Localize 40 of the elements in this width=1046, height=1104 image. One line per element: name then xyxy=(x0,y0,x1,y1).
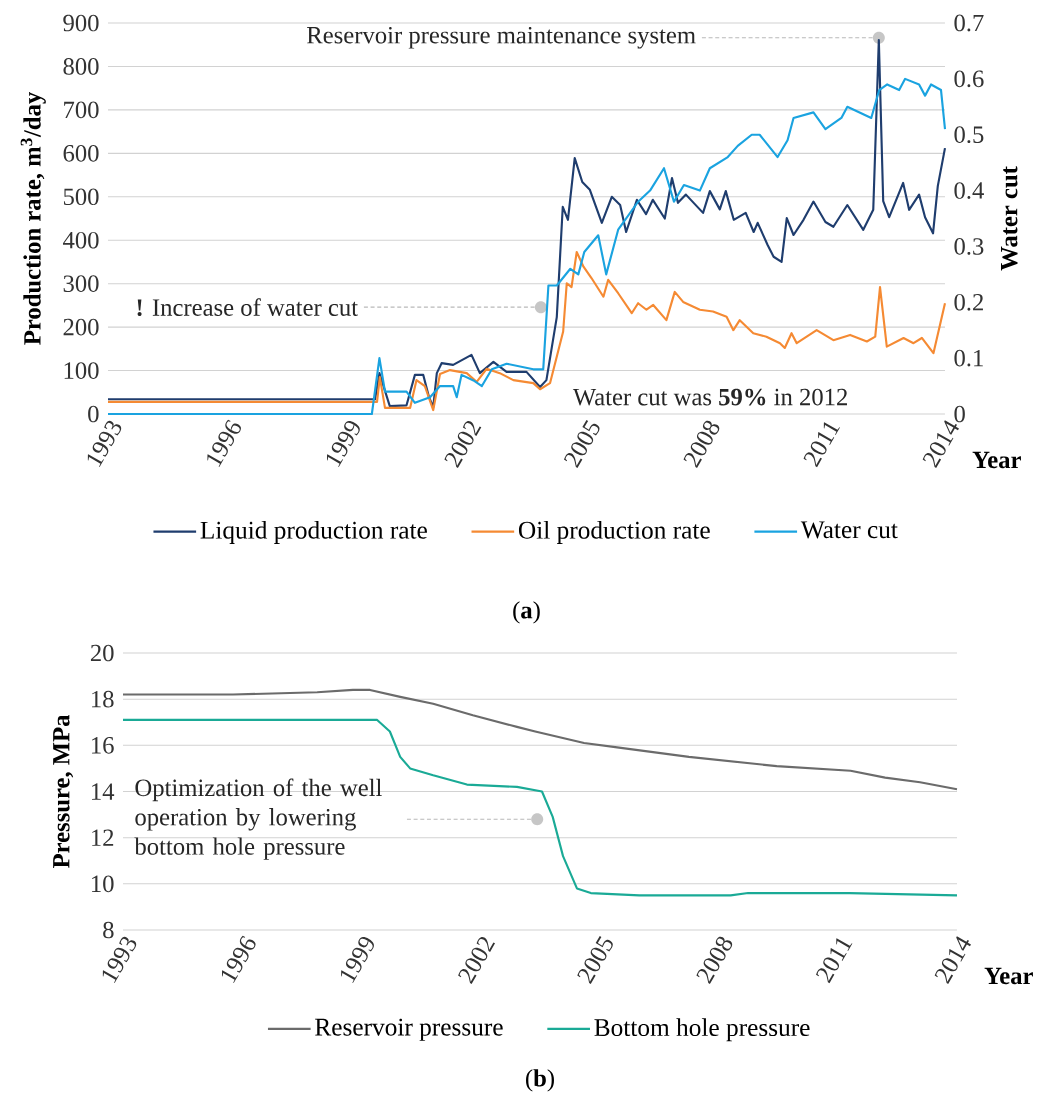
y2-axis-title: Water cut xyxy=(1001,166,1018,271)
legend-label: Reservoir pressure xyxy=(315,1018,503,1041)
y-axis-title: Pressure, MPa xyxy=(53,714,74,869)
y2-tick-label: 0.7 xyxy=(954,14,984,32)
annotation: Reservoir pressure maintenance system xyxy=(307,26,696,49)
y-tick-label: 10 xyxy=(92,875,114,893)
y2-tick-label: 0.3 xyxy=(954,238,984,255)
y-axis-title: Production rate, m$^{3}$/day xyxy=(20,92,46,345)
text: (b) xyxy=(526,1069,554,1092)
y2-tick-label: 0.2 xyxy=(954,293,983,311)
y-tick-label: 100 xyxy=(64,362,99,379)
y-tick-label: 12 xyxy=(92,829,114,846)
annotation: ! Increase of water cut xyxy=(137,298,358,316)
y-tick-label: 900 xyxy=(63,14,99,32)
line-series xyxy=(121,718,959,897)
y2-tick-label: 0.1 xyxy=(954,349,983,367)
legend-label: Water cut xyxy=(800,521,898,539)
line-series xyxy=(106,250,947,412)
legend-label: Oil production rate xyxy=(518,520,710,544)
x-axis-title: Year xyxy=(972,451,1021,469)
y-tick-label: 20 xyxy=(90,644,114,662)
y2-tick-label: 0.4 xyxy=(954,182,984,199)
y-tick-label: 18 xyxy=(92,690,114,708)
y-tick-label: 200 xyxy=(63,318,99,336)
y-tick-label: 800 xyxy=(63,58,99,75)
text: (a) xyxy=(513,601,540,624)
annotation: Water cut was 59% in 2012 xyxy=(572,388,847,406)
y2-tick-label: 0.6 xyxy=(954,70,984,88)
y-tick-label: 14 xyxy=(92,783,115,800)
legend-label: Bottom hole pressure xyxy=(594,1018,810,1042)
y-tick-label: 300 xyxy=(63,275,99,292)
y-tick-label: 16 xyxy=(92,737,114,754)
y-tick-label: 700 xyxy=(64,101,99,119)
y2-tick-label: 0.5 xyxy=(954,126,984,144)
y-tick-label: 400 xyxy=(62,231,99,249)
y-tick-label: 500 xyxy=(63,188,99,206)
annotation: Optimization of the well operation by lowering bottom hole pressure xyxy=(134,778,382,860)
x-axis-title: Year xyxy=(984,967,1033,985)
y-tick-label: 600 xyxy=(63,145,99,162)
legend-label: Liquid production rate xyxy=(200,520,427,544)
